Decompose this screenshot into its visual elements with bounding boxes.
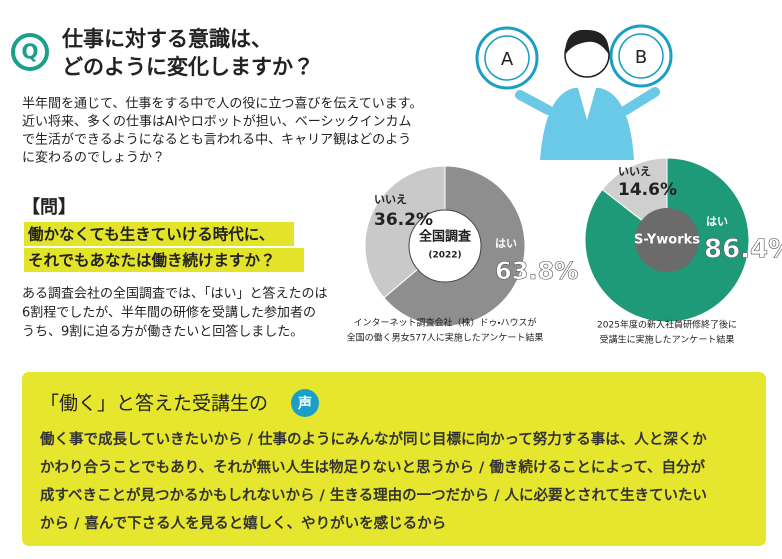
center-label: 全国調査 — [419, 229, 472, 245]
highlight — [24, 222, 294, 246]
intro-line: に変わるのでしょうか？ — [22, 150, 165, 166]
voice-icon-text: 声 — [297, 395, 312, 412]
q-badge — [11, 33, 49, 71]
voice-icon — [291, 389, 319, 417]
chart-caption: 2025年度の新入社員研修終了後に — [597, 319, 737, 331]
question-heading: 【問】 — [22, 197, 76, 218]
voice-line: 働く事で成長していきたいから / 仕事のようにみんなが同じ目標に向かって努力する… — [39, 430, 707, 448]
voice-line: から / 喜んで下さる人を見ると嬉しく、やりがいを感じるから — [40, 514, 446, 532]
answer-line: ある調査会社の全国調査では、「はい」と答えたのは — [22, 286, 328, 302]
voices-box — [22, 372, 766, 546]
title-line: どのように変化しますか？ — [62, 55, 314, 79]
intro-line: 近い将来、多くの仕事はAIやロボットが担い、ベーシックインカム — [22, 115, 411, 130]
option-a: A — [501, 49, 514, 70]
slice-value: 63.8% — [495, 257, 578, 285]
intro-line: 半年間を通じて、仕事をする中で人の役に立つ喜びを伝えています。 — [22, 97, 422, 112]
intro-line: で生活ができるようになるとも言われる中、キャリア観はどのよう — [22, 133, 411, 148]
illustration — [475, 24, 673, 160]
option-b: B — [635, 47, 647, 68]
chart-caption: インターネット調査会社（株）ドゥ・ハウスが — [353, 317, 536, 329]
slice-label: いいえ — [618, 165, 651, 178]
slice-value: 36.2% — [374, 210, 433, 230]
chart-caption: 全国の働く男女577人に実施したアンケート結果 — [347, 332, 544, 344]
slice-label: はい — [495, 237, 517, 250]
slice-label: いいえ — [374, 193, 407, 206]
pie-slice — [364, 165, 446, 299]
slice-label: はい — [706, 215, 728, 228]
center-label: (2022) — [428, 251, 461, 261]
voice-line: 成すべきことが見つかるかもしれないから / 生きる理由の一つだから / 人に必要… — [40, 486, 707, 504]
question-line: 働かなくても生きていける時代に、 — [27, 225, 274, 244]
voice-line: かわり合うことでもあり、それが無い人生は物足りないと思うから / 働き続けること… — [40, 458, 705, 476]
voices-heading: 「働く」と答えた受講生の — [40, 393, 268, 415]
title-line: 仕事に対する意識は、 — [61, 27, 272, 51]
slice-value: 86.4% — [704, 235, 782, 265]
highlight — [24, 248, 304, 272]
q-letter: Q — [21, 40, 38, 64]
answer-line: 6割程でしたが、半年間の研修を受講した参加者の — [22, 306, 316, 321]
chart-caption: 受講生に実施したアンケート結果 — [600, 334, 735, 346]
slice-value: 14.6% — [618, 180, 677, 200]
center-label: S-Yworks — [634, 233, 700, 248]
question-line: それでもあなたは働き続けますか？ — [28, 251, 276, 270]
pie-hole — [408, 209, 482, 283]
pie-hole — [635, 208, 699, 272]
answer-line: うち、9割に迫る方が働きたいと回答しました。 — [22, 324, 303, 340]
